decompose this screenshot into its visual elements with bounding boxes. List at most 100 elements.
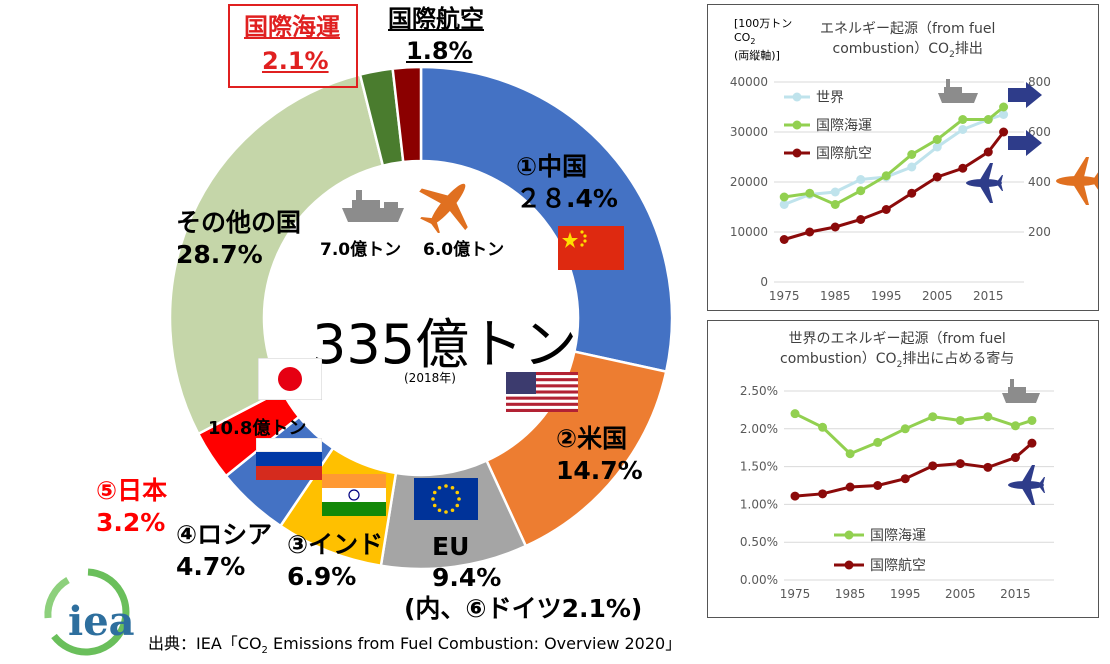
chart2-title-2b: 排出に占める寄与 <box>902 351 1015 367</box>
aviation-label: 国際航空 <box>388 5 484 33</box>
russia-share: 4.7% <box>176 552 246 581</box>
eu-note: (内、⑥ドイツ2.1%) <box>404 594 643 623</box>
y-tick-label: 0 <box>760 275 768 289</box>
iea-logo <box>44 568 130 656</box>
plane-icon <box>1008 465 1045 505</box>
chart2-title-2a: combustion）CO <box>780 351 897 367</box>
data-point <box>805 188 815 198</box>
chart1-title-2b: 排出 <box>954 41 983 57</box>
data-point <box>818 422 828 432</box>
india-label: ③インド <box>287 530 384 559</box>
series-line-1 <box>794 442 1033 498</box>
legend-marker <box>792 120 802 130</box>
data-point <box>999 127 1009 137</box>
series-line-0 <box>783 113 1005 206</box>
aviation-volume: 6.0億トン <box>423 240 505 260</box>
y-tick-label: 10000 <box>730 225 768 239</box>
data-point <box>958 115 968 124</box>
legend-marker <box>844 560 854 570</box>
share-line-chart: 0.00% 0.50% 1.00% 1.50% 2.00% 2.50% 1975 1985 19… <box>740 379 1054 601</box>
unit-sub: 2 <box>750 37 756 47</box>
japan-share: 3.2% <box>96 508 166 537</box>
data-point <box>779 200 789 209</box>
iea-logo-text: iea <box>68 598 135 645</box>
x-tick-label: 1995 <box>871 289 902 303</box>
x-tick-label: 2005 <box>945 587 976 601</box>
others-share: 28.7% <box>176 240 263 269</box>
chart2-title-line1: 世界のエネルギー起源（from fuel <box>788 331 1006 347</box>
plane-icon <box>419 183 468 233</box>
data-point <box>873 481 883 490</box>
chart1-title-2a: combustion）CO <box>832 41 950 57</box>
y-tick-label: 1.50% <box>740 460 778 474</box>
data-point <box>983 462 993 472</box>
series-line-2 <box>783 131 1005 241</box>
data-point <box>900 424 910 434</box>
legend-marker <box>844 530 854 540</box>
x-tick-label: 1985 <box>820 289 851 303</box>
data-point <box>830 200 840 209</box>
data-point <box>856 186 866 196</box>
ship-icon <box>1002 379 1040 403</box>
usa-label: ②米国 <box>556 424 628 453</box>
data-point <box>805 227 815 237</box>
data-point <box>873 437 883 447</box>
y2-tick-label: 600 <box>1028 125 1051 139</box>
data-point <box>1010 421 1020 431</box>
unit-line2: CO2 <box>734 31 792 49</box>
source-suffix: Emissions from Fuel Combustion: Overview… <box>267 634 682 653</box>
source-prefix: 出典：IEA「CO <box>148 634 262 653</box>
data-point <box>932 135 942 144</box>
y2-tick-label: 400 <box>1028 175 1051 189</box>
emissions-chart-panel: 0 10000 20000 30000 40000 1975 1985 1995 2005 201… <box>707 4 1099 311</box>
ship-icon <box>938 79 978 103</box>
legend-label: 国際航空 <box>816 146 872 162</box>
arrow-right-icon <box>1008 82 1042 108</box>
eu-label: EU <box>432 532 470 561</box>
data-point <box>856 215 866 224</box>
legend-label: 国際海運 <box>870 528 926 544</box>
total-emissions: 335億トン <box>312 313 578 376</box>
unit-line1: [100万トン <box>734 17 793 30</box>
data-point <box>900 474 910 484</box>
chart2-title-line2: combustion）CO2排出に占める寄与 <box>780 349 1014 375</box>
shipping-label-box <box>228 4 358 88</box>
data-point <box>983 412 993 422</box>
data-point <box>983 115 993 124</box>
japan-label: ⑤日本 <box>96 476 168 505</box>
data-point <box>958 163 968 173</box>
usa-share: 14.7% <box>556 456 643 485</box>
plane-icon <box>1056 157 1098 205</box>
x-tick-label: 1995 <box>890 587 921 601</box>
plane-icon <box>966 163 1003 203</box>
ship-icon <box>342 190 404 222</box>
data-point <box>845 482 855 492</box>
data-point <box>845 449 855 459</box>
japan-volume: 10.8億トン <box>208 418 307 439</box>
chart1-title-sub: 2 <box>949 49 955 60</box>
legend-marker <box>792 148 802 158</box>
eu-share: 9.4% <box>432 563 502 592</box>
shipping-volume: 7.0億トン <box>320 240 402 260</box>
china-share: ２８.4% <box>516 184 618 213</box>
y-tick-label: 0.50% <box>740 535 778 549</box>
data-point <box>907 150 917 159</box>
flag-japan-icon <box>258 358 322 400</box>
data-point <box>932 142 942 152</box>
data-point <box>818 489 828 499</box>
emissions-line-chart: 0 10000 20000 30000 40000 1975 1985 1995 2005 201… <box>730 75 1098 303</box>
shipping-share: 2.1% <box>262 47 329 75</box>
flag-russia-icon <box>256 438 322 480</box>
y-tick-label: 30000 <box>730 125 768 139</box>
chart1-title: エネルギー起源（from fuel combustion）CO2排出 <box>820 19 995 65</box>
unit-co: CO <box>734 31 751 44</box>
data-point <box>881 171 891 181</box>
data-point <box>830 187 840 197</box>
legend-label: 世界 <box>816 90 844 106</box>
x-tick-label: 2005 <box>922 289 953 303</box>
unit-label: [100万トン CO2 (両縦軸)] <box>734 17 792 63</box>
others-label: その他の国 <box>176 208 302 237</box>
data-point <box>907 188 917 198</box>
share-chart-panel: 0.00% 0.50% 1.00% 1.50% 2.00% 2.50% 1975 1985 19… <box>707 320 1099 618</box>
data-point <box>958 125 968 134</box>
